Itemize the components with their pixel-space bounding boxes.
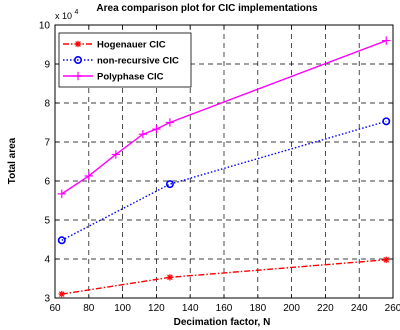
plus-marker <box>138 130 148 139</box>
legend-entry: Polyphase CIC <box>63 72 164 83</box>
legend-entries: Hogenauer CIC non-recursive CIC Polyphase … <box>63 40 179 83</box>
legend: Hogenauer CIC non-recursive CIC Polyphase … <box>58 32 192 88</box>
y-tick-label: 3 <box>44 294 50 305</box>
circle-marker <box>74 55 83 64</box>
legend-label: Hogenauer CIC <box>97 40 166 51</box>
x-tick-label: 160 <box>216 303 233 314</box>
plus-marker <box>111 150 121 159</box>
plus-marker <box>84 171 93 181</box>
y-exponent-base: x 10 <box>55 11 72 21</box>
marker-circle <box>57 236 66 245</box>
x-tick-label: 140 <box>182 303 199 314</box>
y-axis-title: Total area <box>7 137 18 184</box>
asterisk-marker <box>74 40 82 48</box>
y-exponent-label: x 10 4 <box>55 9 79 21</box>
x-tick-label: 60 <box>49 303 61 314</box>
x-tick-labels: 60 80 100 120 140 160 180 200 220 240 260 <box>49 303 400 314</box>
plus-marker <box>152 124 161 134</box>
y-tick-label: 9 <box>44 60 50 71</box>
series-hogenauer-cic <box>58 256 390 298</box>
marker-circle <box>74 55 83 64</box>
x-tick-label: 200 <box>283 303 300 314</box>
plus-marker <box>57 189 66 199</box>
x-tick-label: 240 <box>351 303 368 314</box>
marker-circle <box>382 117 391 126</box>
y-tick-label: 7 <box>44 138 50 149</box>
x-tick-label: 220 <box>317 303 334 314</box>
y-tick-label: 5 <box>44 216 50 227</box>
marker-stroke <box>383 256 390 263</box>
y-exponent-power: 4 <box>75 9 79 16</box>
asterisk-marker <box>58 290 65 298</box>
chart-title: Area comparison plot for CIC implementat… <box>96 3 318 14</box>
x-tick-label: 260 <box>385 303 400 314</box>
y-tick-label: 10 <box>39 21 51 32</box>
marker-circle <box>165 180 174 189</box>
asterisk-marker <box>383 256 390 263</box>
x-axis-title: Decimation factor, N <box>174 317 271 328</box>
series-polyphase-cic <box>57 36 391 199</box>
marker-stroke <box>58 291 65 297</box>
legend-entry: Hogenauer CIC <box>63 40 166 51</box>
plus-marker <box>73 71 83 81</box>
axis-ticks <box>54 24 394 299</box>
plus-marker <box>165 118 175 127</box>
y-tick-label: 6 <box>44 177 50 188</box>
x-tick-label: 80 <box>83 303 95 314</box>
legend-label: non-recursive CIC <box>97 56 179 67</box>
marker-stroke <box>75 41 81 47</box>
series-layer <box>57 36 391 298</box>
circle-marker <box>57 236 66 245</box>
marker-stroke <box>167 274 173 281</box>
legend-label: Polyphase CIC <box>97 72 164 83</box>
y-tick-label: 4 <box>44 255 50 266</box>
y-tick-labels: 3 4 5 6 7 8 9 10 <box>39 21 51 305</box>
asterisk-marker <box>166 274 174 281</box>
x-tick-label: 100 <box>114 303 131 314</box>
circle-marker <box>165 180 174 189</box>
plus-marker <box>382 36 391 45</box>
x-tick-label: 180 <box>249 303 266 314</box>
y-tick-label: 8 <box>44 99 50 110</box>
x-tick-label: 120 <box>148 303 165 314</box>
legend-entry: non-recursive CIC <box>63 56 179 67</box>
circle-marker <box>382 117 391 126</box>
series-non-recursive-cic <box>57 117 391 245</box>
